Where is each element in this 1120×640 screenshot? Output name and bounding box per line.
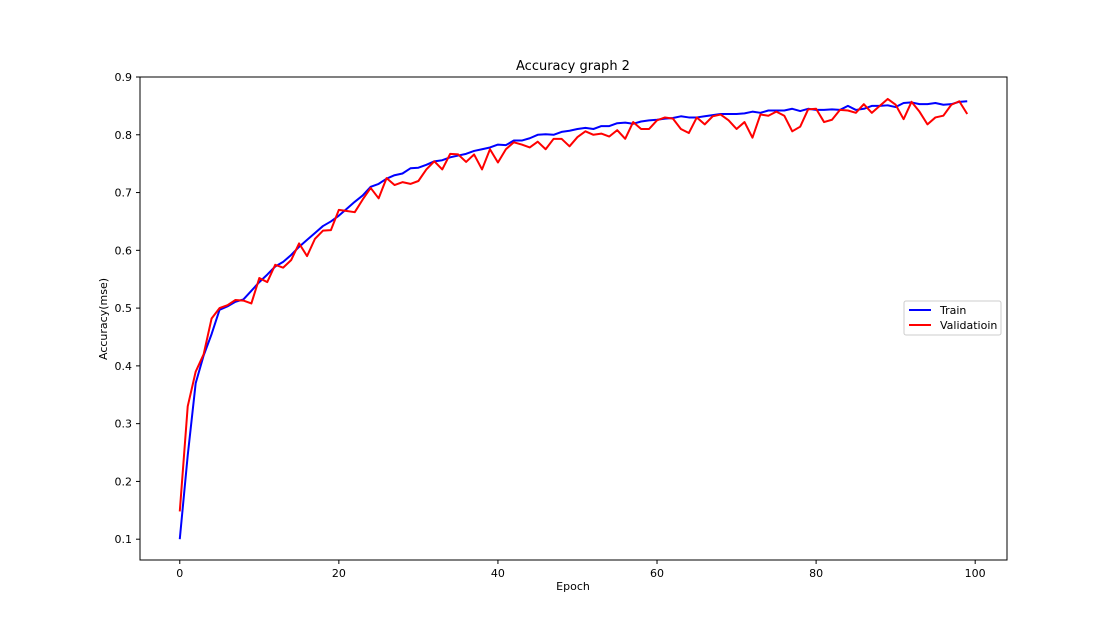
y-tick-label: 0.1: [115, 533, 133, 546]
legend-items: Train Validatioin: [909, 304, 997, 332]
y-tick-label: 0.4: [115, 360, 133, 373]
plot-frame: [139, 76, 1008, 561]
legend-label-validatioin: Validatioin: [940, 319, 997, 332]
x-tick-label: 100: [965, 567, 986, 580]
series-line-validatioin: [178, 97, 969, 512]
chart-title: Accuracy graph 2: [516, 59, 630, 74]
series-lines: [178, 97, 969, 540]
y-tick-label: 0.5: [115, 302, 133, 315]
legend: Train Validatioin: [903, 300, 1002, 336]
y-axis: 0.1 0.2 0.3 0.4 0.5 0.6 0.7 0.8 0.9: [115, 71, 140, 546]
series-line-train: [178, 100, 968, 540]
legend-label-train: Train: [939, 304, 966, 317]
y-tick-label: 0.3: [115, 418, 133, 431]
x-tick-label: 60: [650, 567, 664, 580]
x-tick-label: 20: [332, 567, 346, 580]
y-tick-label: 0.2: [115, 475, 133, 488]
plot-area: 0 20 40 60 80 100 0.1 0.2 0.3 0.4 0.5 0.6 0.7 0.8 0.9: [115, 71, 1008, 580]
y-tick-label: 0.9: [115, 71, 133, 84]
y-tick-label: 0.8: [115, 129, 133, 142]
y-axis-title: Accuracy(mse): [97, 278, 110, 360]
y-tick-label: 0.6: [115, 244, 133, 257]
x-tick-label: 80: [809, 567, 823, 580]
y-tick-label: 0.7: [115, 187, 133, 200]
x-tick-label: 0: [176, 567, 183, 580]
x-axis: 0 20 40 60 80 100: [176, 560, 986, 580]
x-tick-label: 40: [491, 567, 505, 580]
x-axis-title: Epoch: [556, 580, 590, 593]
